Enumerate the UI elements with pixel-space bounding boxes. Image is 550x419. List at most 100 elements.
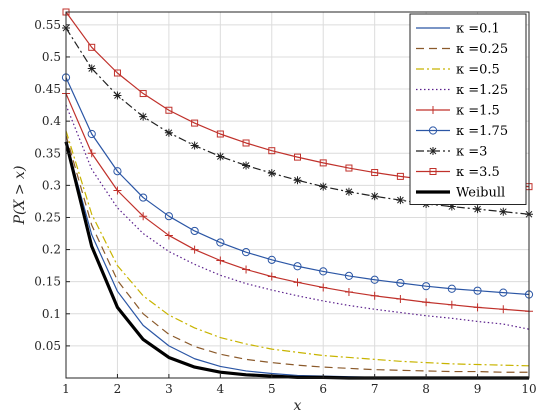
y-tick-label: 0.1 bbox=[42, 307, 61, 321]
legend-item: κ =0.5 bbox=[416, 63, 500, 78]
data-point bbox=[87, 64, 96, 73]
data-point bbox=[88, 43, 96, 51]
data-point bbox=[139, 90, 147, 98]
x-tick-label: 5 bbox=[268, 382, 276, 396]
legend-label: κ =0.5 bbox=[456, 63, 500, 78]
data-point bbox=[267, 169, 276, 178]
legend-label: κ =3.5 bbox=[456, 165, 500, 180]
data-point bbox=[473, 205, 482, 214]
data-point bbox=[139, 193, 148, 202]
data-point bbox=[447, 300, 456, 309]
ticks: 1 2 3 4 5 6 7 8 9 10 0.05 0.1 0.15 0.2 0.25 0.3 0.35 0.4 0… bbox=[34, 18, 536, 396]
data-point bbox=[113, 69, 121, 77]
legend-marker bbox=[429, 147, 437, 155]
data-point bbox=[319, 182, 328, 191]
y-tick-label: 0.35 bbox=[34, 146, 61, 160]
plot-frame bbox=[65, 11, 530, 379]
legend-marker bbox=[428, 126, 438, 135]
data-point bbox=[344, 271, 354, 281]
legend-item: κ =3 bbox=[416, 145, 487, 160]
data-point bbox=[293, 262, 302, 271]
series-line bbox=[65, 77, 530, 296]
legend-label: κ =0.1 bbox=[456, 22, 500, 37]
data-point bbox=[242, 265, 251, 274]
data-point bbox=[422, 282, 431, 291]
data-point bbox=[370, 275, 379, 284]
data-point bbox=[499, 288, 508, 297]
x-tick-label: 6 bbox=[319, 382, 327, 396]
data-point bbox=[242, 139, 250, 147]
x-tick-label: 9 bbox=[474, 382, 482, 396]
data-point bbox=[396, 172, 404, 180]
data-point bbox=[319, 159, 327, 167]
data-point bbox=[87, 149, 96, 158]
y-tick-label: 0.25 bbox=[34, 210, 61, 224]
legend-marker bbox=[429, 106, 437, 114]
legend-label: κ =3 bbox=[456, 145, 487, 160]
data-point bbox=[319, 267, 328, 276]
y-tick-label: 0.45 bbox=[34, 82, 61, 96]
data-point bbox=[396, 196, 405, 205]
data-point bbox=[473, 286, 482, 295]
data-point bbox=[447, 202, 456, 211]
legend-item: κ =3.5 bbox=[416, 165, 500, 180]
data-point bbox=[422, 298, 431, 307]
legend-item: κ =1.25 bbox=[416, 83, 508, 98]
data-point bbox=[216, 152, 225, 161]
x-tick-label: 2 bbox=[114, 382, 122, 396]
data-point bbox=[216, 238, 225, 247]
x-tick-label: 3 bbox=[165, 382, 173, 396]
y-tick-label: 0.05 bbox=[34, 339, 61, 353]
data-point bbox=[113, 91, 122, 100]
data-point bbox=[113, 167, 122, 176]
series-5 bbox=[61, 73, 534, 299]
legend-label: κ =1.25 bbox=[456, 83, 508, 98]
legend-label: κ =1.75 bbox=[456, 124, 508, 139]
data-point bbox=[473, 303, 482, 312]
data-point bbox=[139, 112, 148, 121]
data-point bbox=[164, 231, 173, 240]
legend-box bbox=[409, 13, 527, 205]
legend-item: κ =1.5 bbox=[416, 104, 500, 119]
y-tick-label: 0.3 bbox=[42, 178, 61, 192]
series-1 bbox=[65, 135, 529, 373]
y-tick-label: 0.5 bbox=[42, 50, 61, 64]
data-point bbox=[319, 283, 328, 292]
x-tick-label: 8 bbox=[422, 382, 430, 396]
data-point bbox=[87, 129, 96, 139]
data-point bbox=[164, 212, 173, 221]
series-4 bbox=[62, 89, 533, 316]
data-point bbox=[396, 295, 405, 304]
data-point bbox=[344, 287, 353, 296]
legend-label: κ =1.5 bbox=[456, 104, 500, 119]
legend-item: κ =0.25 bbox=[416, 42, 508, 57]
data-point bbox=[164, 128, 173, 137]
data-point bbox=[139, 212, 148, 221]
x-tick-label: 7 bbox=[371, 382, 379, 396]
y-tick-label: 0.55 bbox=[34, 18, 61, 32]
data-point bbox=[499, 305, 508, 314]
legend-label: Weibull bbox=[456, 186, 505, 201]
x-tick-label: 4 bbox=[217, 382, 225, 396]
data-point bbox=[268, 147, 276, 155]
data-point bbox=[267, 255, 276, 264]
data-point bbox=[165, 106, 173, 114]
data-point bbox=[190, 141, 199, 150]
x-axis-label: x bbox=[294, 398, 302, 414]
data-point bbox=[216, 130, 224, 138]
series-line bbox=[65, 135, 529, 373]
data-point bbox=[190, 245, 199, 254]
data-point bbox=[267, 272, 276, 281]
y-axis-label: P(X > x) bbox=[12, 166, 28, 226]
data-point bbox=[344, 187, 353, 196]
data-point bbox=[345, 164, 353, 172]
data-point bbox=[242, 161, 251, 170]
data-point bbox=[113, 186, 122, 195]
data-point bbox=[447, 284, 456, 293]
legend: κ =0.1 κ =0.25 κ =0.5 κ =1.25 κ =1.5 κ =1.75 κ… bbox=[409, 13, 527, 205]
x-tick-label: 1 bbox=[62, 382, 70, 396]
data-point bbox=[293, 176, 302, 185]
data-point bbox=[191, 119, 199, 127]
x-tick-label: 10 bbox=[521, 382, 536, 396]
